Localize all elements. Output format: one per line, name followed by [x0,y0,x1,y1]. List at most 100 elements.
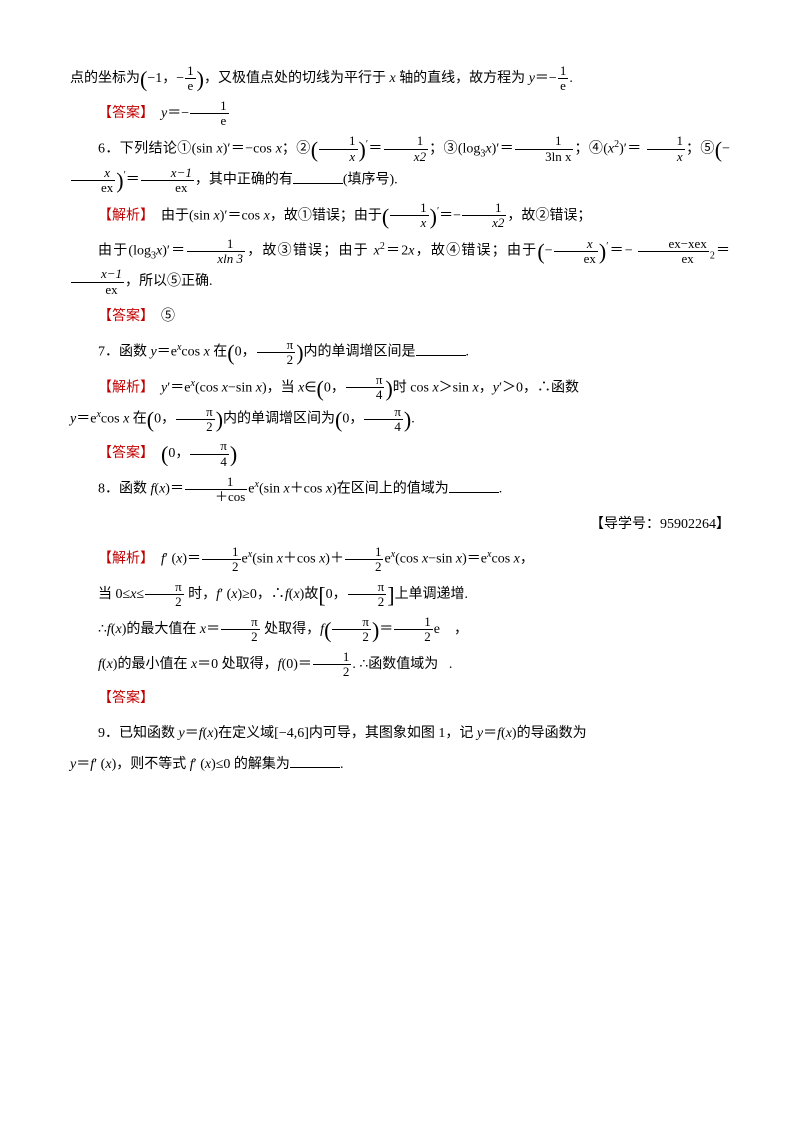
a8-fr5: π2 [221,615,260,645]
q8-e: )在区间上的值域为 [332,482,449,497]
q6-rp2: ) [116,168,123,193]
q6-f3: 13ln x [515,134,573,164]
a8-h: −sin [428,552,456,567]
p1-mid: ，又极值点处的切线为平行于 [204,71,390,86]
p1-eq: ＝− [535,71,557,86]
q9: 9．已知函数 y＝f(x)在定义域[−4,6]内可导，其图象如图 1，记 y＝f… [70,719,730,781]
answer-label-4: 【答案】 [98,691,154,706]
a7-m: 内的单调增区间为 [223,412,335,427]
q6-lp1: ( [311,137,318,162]
a8-n3: (0)＝ [282,657,312,672]
q8-c: (sin [259,482,284,497]
a8-n1: 的最小值在 [117,657,191,672]
a8d: f(x)的最小值在 x＝0 处取得，f(0)＝12. ∴函数值域为 . [70,650,730,681]
a7-zero1: 0， [324,380,345,395]
a8-k: ， [520,552,534,567]
a7-i: ′＞0，∴函数 [499,380,579,395]
guide: 【导学号：95902264】 [70,510,730,541]
q7-cos: cos [181,345,203,360]
q6-i: ＝ [126,173,140,188]
frac-1e: 1e [185,64,196,94]
a6-rp1: ) [430,203,437,228]
a7-rp1: ) [385,375,392,400]
ans1: 【答案】 y＝−1e [70,99,730,130]
answer-label-3: 【答案】 [98,446,154,461]
a7-zero2: 0， [154,412,175,427]
a6-i: ，故④错误；由于 [414,244,537,259]
a7-d: )，当 [262,380,298,395]
a6-j: − [545,244,553,259]
a8-m7: ， [454,622,468,637]
q7-zero: 0， [235,345,256,360]
a6-c: ，故①错误；由于 [270,208,382,223]
q9-a: 9．已知函数 [98,726,179,741]
answer-label: 【答案】 [98,106,154,121]
ans8: 【答案】 [70,684,730,715]
q9-b: 在定义域[−4,6]内可导，其图象如图 1，记 [218,726,477,741]
a8-l3: 时， [185,587,217,602]
p1: 点的坐标为(−1，−1e)，又极值点处的切线为平行于 x 轴的直线，故方程为 y… [70,64,730,95]
a8-e: ＋cos [283,552,319,567]
a7-p: ′＝e [167,380,190,395]
a6: 【解析】 由于(sin x)′＝cos x，故①错误；由于(1x)′＝−1x2，… [70,201,730,232]
blank1 [293,169,343,184]
a7-zero3: 0， [342,412,363,427]
q6-f: )′＝ [619,141,642,156]
a7-lp2: ( [147,407,154,432]
blank4 [290,753,340,768]
q6-h: − [722,141,730,156]
a6-f3: 1xln 3 [187,237,245,267]
q6-a: )′＝−cos [223,141,276,156]
a6-k: ＝− [608,244,632,259]
a8-fr2: 12 [345,545,384,575]
q7-b: 在 [210,345,228,360]
q7-d: . [466,345,470,360]
q8-ff: . [499,482,503,497]
a7-g: ＞sin [439,380,473,395]
a6-f5: ex−xexex [638,237,708,267]
answer-label-2: 【答案】 [98,309,154,324]
a8-l6: 故 [304,587,318,602]
a8-x9: x [293,587,299,602]
q9-d: ＝ [76,757,90,772]
a8-l1: 当 0≤ [98,587,130,602]
a8-j: cos [491,552,513,567]
q7: 7．函数 y＝excos x 在(0，π2)内的单调增区间是. [70,337,730,368]
q7-c: 内的单调增区间是 [304,345,416,360]
a6-eq: ＝− [439,208,461,223]
a8-fr6: π2 [332,615,371,645]
a8-m1: ∴ [98,622,107,637]
a7-c: −sin [228,380,256,395]
a8-x12: x [107,657,113,672]
neg1: −1， [147,71,176,86]
q8-d: ＋cos [290,482,326,497]
a8-m2: 的最大值在 [126,622,200,637]
a6-g: ，故③错误；由于 [246,244,374,259]
a8-ff: )＋ [325,552,344,567]
a8-i: )＝e [462,552,487,567]
p1-mid2: 轴的直线，故方程为 [396,71,529,86]
q9-eq2: ＝ [483,726,497,741]
a8-g: (cos [395,552,422,567]
a8-zero: 0， [326,587,347,602]
q6-f4: 1x [647,134,686,164]
a7-lp1: ( [317,375,324,400]
a6-lp2: ( [537,239,544,264]
q9-e: )，则不等式 [112,757,190,772]
a8-f3: f [285,587,289,602]
a7-b: (cos [195,380,222,395]
ans7-f: π4 [190,439,229,469]
a8-n2: ＝0 处取得， [197,657,278,672]
a8-l2: ≤ [136,587,144,602]
q6-b: ；② [282,141,311,156]
ans7: 【答案】 (0，π4) [70,439,730,470]
a7-j: ＝e [76,412,96,427]
a7-f3: π4 [364,405,403,435]
q8-frac: 1＋cos [185,475,247,505]
rparen: ) [197,66,204,91]
a8-f4: f [107,622,111,637]
minus: − [176,71,184,86]
a6-l: ＝ [715,244,730,259]
q6-f5: xex [71,166,115,196]
q6-lead: 6．下列结论①(sin [98,141,217,156]
